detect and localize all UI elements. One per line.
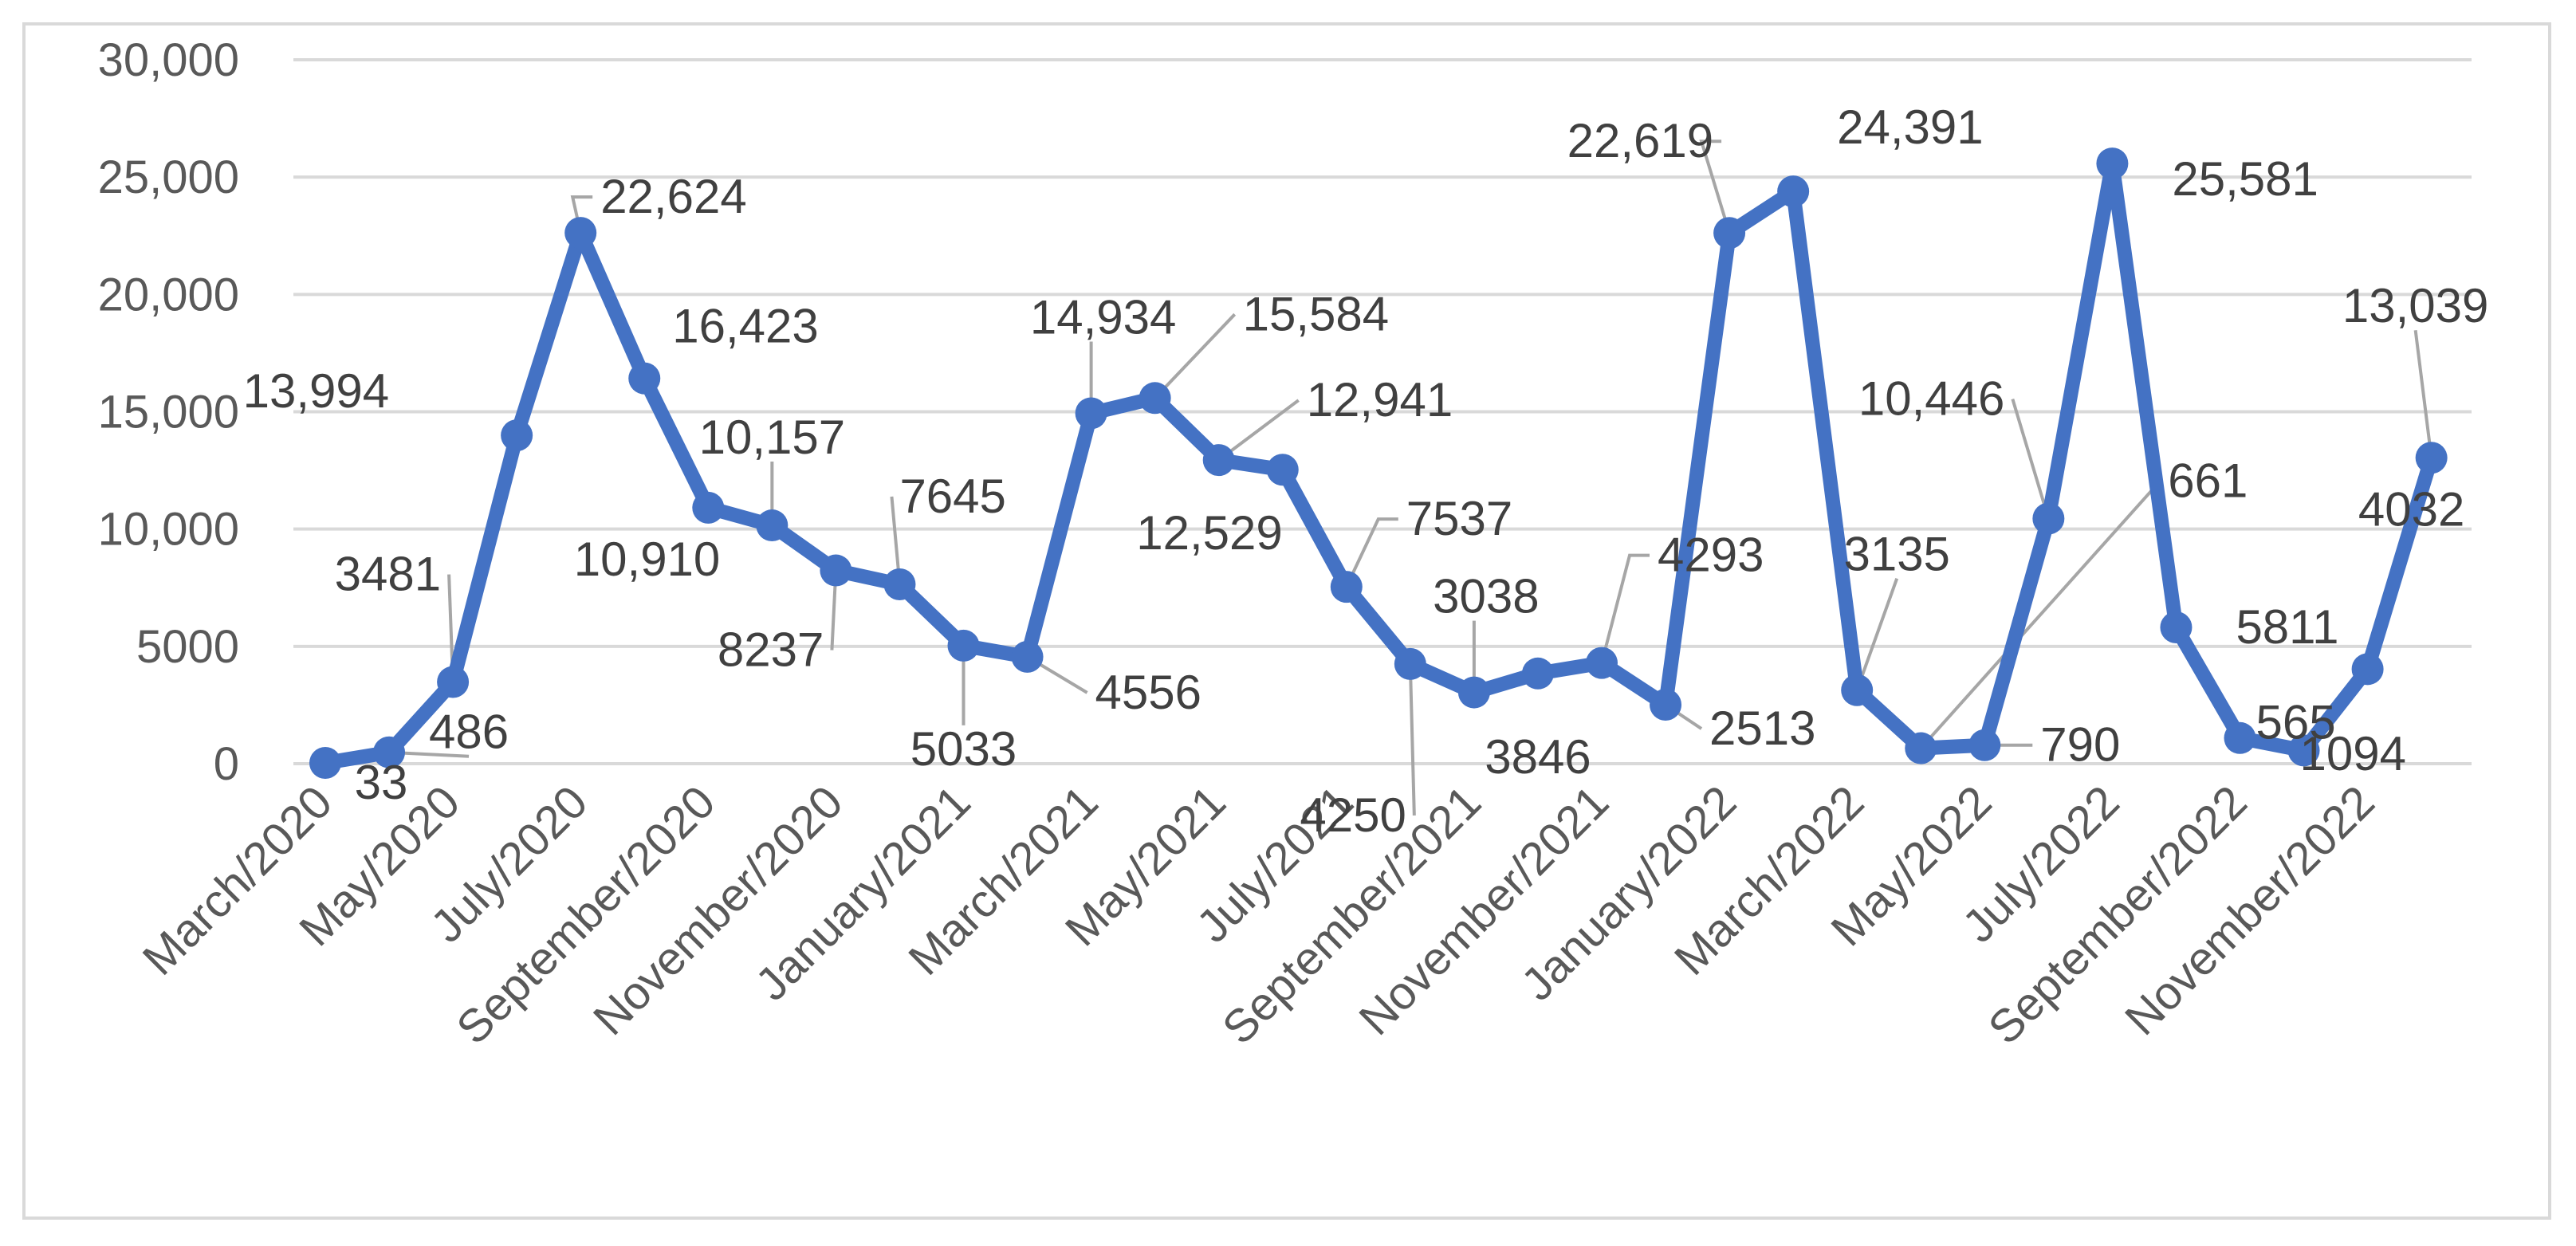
data-label: 8237 bbox=[718, 623, 824, 677]
leader-line bbox=[1699, 140, 1732, 234]
data-point bbox=[820, 554, 852, 587]
data-label: 14,934 bbox=[1030, 290, 1177, 344]
data-label: 486 bbox=[429, 706, 509, 759]
data-label: 12,941 bbox=[1307, 373, 1453, 426]
data-point bbox=[2160, 611, 2193, 643]
data-label: 10,157 bbox=[699, 411, 846, 464]
data-label: 3481 bbox=[335, 548, 441, 601]
data-label: 25,581 bbox=[2172, 152, 2318, 206]
data-point bbox=[1650, 689, 1682, 721]
data-label: 3846 bbox=[1485, 730, 1591, 784]
data-label: 12,529 bbox=[1136, 506, 1283, 560]
data-label: 7537 bbox=[1406, 492, 1512, 545]
y-tick-label: 20,000 bbox=[98, 269, 239, 320]
y-tick-label: 15,000 bbox=[98, 387, 239, 438]
y-axis-ticks: 0 5000 10,000 15,000 20,000 25,000 30,000 bbox=[98, 34, 239, 790]
leader-line bbox=[1600, 553, 1650, 664]
leader-line bbox=[1919, 480, 2161, 749]
data-point bbox=[2224, 721, 2256, 754]
data-point bbox=[2351, 653, 2384, 686]
data-point bbox=[1330, 571, 1363, 603]
leader-line bbox=[1217, 399, 1300, 462]
data-point bbox=[2032, 502, 2065, 535]
data-point bbox=[628, 362, 661, 395]
data-point bbox=[1586, 647, 1618, 679]
data-label: 4293 bbox=[1658, 529, 1764, 582]
leader-line bbox=[2413, 329, 2433, 458]
data-label: 565 bbox=[2255, 695, 2335, 749]
data-label: 790 bbox=[2040, 718, 2120, 772]
data-point bbox=[501, 419, 533, 452]
data-label: 4250 bbox=[1300, 788, 1406, 842]
data-point bbox=[692, 491, 725, 524]
data-point bbox=[1841, 674, 1874, 706]
data-point bbox=[1713, 217, 1746, 250]
leader-line bbox=[1154, 312, 1237, 399]
x-tick-label: March/2020 bbox=[133, 776, 343, 985]
data-label: 13,994 bbox=[243, 364, 390, 418]
data-label: 5033 bbox=[910, 722, 1017, 776]
data-label: 10,446 bbox=[1858, 372, 2005, 426]
data-label: 4556 bbox=[1095, 666, 1201, 719]
data-labels: 33 486 3481 13,994 22,624 16,423 10,910 10,157 8… bbox=[243, 100, 2489, 842]
data-point bbox=[883, 568, 916, 600]
data-point bbox=[1202, 444, 1235, 477]
data-label: 1094 bbox=[2300, 727, 2406, 780]
leader-line bbox=[2011, 398, 2051, 520]
leader-line bbox=[1344, 517, 1398, 588]
data-label: 13,039 bbox=[2342, 279, 2489, 332]
data-points bbox=[309, 147, 2448, 780]
data-point bbox=[1075, 397, 1107, 430]
data-point bbox=[373, 736, 406, 768]
data-label: 22,619 bbox=[1567, 114, 1714, 167]
data-label: 5811 bbox=[2236, 600, 2338, 654]
data-label: 10,910 bbox=[574, 533, 721, 586]
x-axis-ticks: March/2020May/2020July/2020September/202… bbox=[133, 776, 2385, 1054]
data-label: 4032 bbox=[2358, 482, 2464, 536]
data-point bbox=[1457, 676, 1490, 709]
y-tick-label: 25,000 bbox=[98, 151, 239, 203]
data-point bbox=[2415, 442, 2448, 474]
data-point bbox=[1968, 729, 2001, 761]
data-label: 22,624 bbox=[600, 170, 747, 223]
data-point bbox=[1266, 454, 1299, 486]
data-point bbox=[1777, 175, 1810, 208]
series-line-group bbox=[318, 156, 2439, 770]
data-label: 24,391 bbox=[1837, 100, 1984, 154]
data-point bbox=[756, 509, 789, 542]
data-point bbox=[2096, 147, 2129, 180]
data-point bbox=[1011, 640, 1044, 673]
leader-line bbox=[1408, 663, 1416, 816]
data-point bbox=[1139, 382, 1171, 415]
data-label: 2513 bbox=[1709, 702, 1815, 755]
data-label: 16,423 bbox=[672, 300, 819, 353]
data-point bbox=[1394, 647, 1426, 680]
y-tick-label: 5000 bbox=[136, 621, 239, 673]
chart-frame bbox=[22, 22, 2551, 1220]
series-line bbox=[318, 156, 2439, 770]
data-label: 15,584 bbox=[1243, 287, 1390, 340]
data-point bbox=[437, 666, 470, 698]
data-point bbox=[2287, 734, 2320, 767]
y-tick-label: 0 bbox=[214, 738, 239, 790]
data-label: 7645 bbox=[899, 470, 1005, 523]
data-label: 3135 bbox=[1843, 528, 1949, 581]
data-point bbox=[564, 217, 597, 250]
y-tick-label: 10,000 bbox=[98, 504, 239, 556]
data-label: 3038 bbox=[1433, 570, 1539, 623]
data-point bbox=[1905, 732, 1937, 765]
data-point bbox=[1521, 657, 1554, 690]
y-tick-label: 30,000 bbox=[98, 34, 239, 86]
data-label: 33 bbox=[355, 756, 408, 809]
leader-line bbox=[1855, 578, 1899, 691]
data-label: 661 bbox=[2168, 454, 2248, 508]
data-point bbox=[309, 747, 341, 780]
data-point bbox=[947, 629, 980, 662]
